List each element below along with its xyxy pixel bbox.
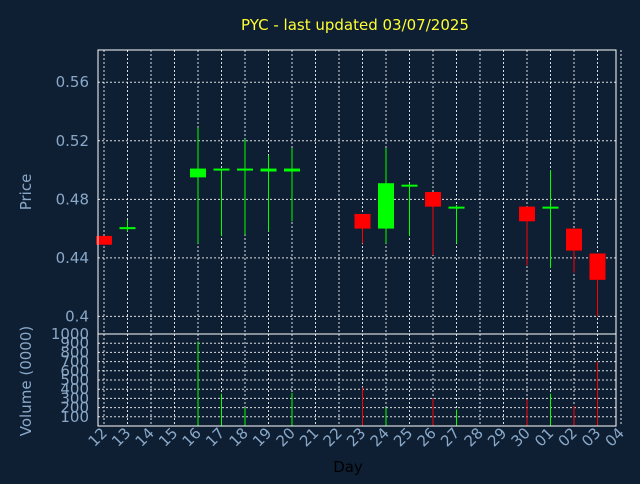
volume-tick-label: 800	[60, 343, 89, 361]
candle-body	[519, 206, 535, 222]
volume-tick-label: 200	[60, 399, 89, 417]
candle-body	[284, 168, 300, 172]
price-tick-label: 0.56	[56, 73, 89, 91]
candle-body	[260, 168, 277, 172]
volume-tick-label: 100	[60, 408, 89, 426]
volume-tick-label: 400	[60, 380, 89, 398]
candle-body	[425, 192, 441, 207]
price-axis-label: Price	[17, 174, 35, 211]
volume-tick-label: 600	[60, 362, 89, 380]
candle-body	[378, 183, 394, 229]
volume-tick-label: 1000	[51, 325, 89, 343]
candle-body	[190, 168, 206, 178]
candle-body	[448, 206, 465, 209]
volume-axis-label: Volume (0000)	[17, 326, 35, 436]
volume-tick-label: 700	[60, 353, 89, 371]
candle-body	[589, 253, 606, 280]
x-axis-label: Day	[333, 458, 363, 476]
price-tick-label: 0.4	[65, 307, 89, 325]
candle-body	[354, 213, 371, 229]
volume-frame	[97, 333, 617, 427]
volume-tick-label: 900	[60, 334, 89, 352]
price-tick-label: 0.52	[56, 132, 89, 150]
volume-tick-label: 300	[60, 389, 89, 407]
candle-body	[237, 168, 253, 171]
price-tick-label: 0.44	[56, 249, 89, 267]
price-panel: 0.4 0.44 0.48 0.52 0.56	[56, 49, 622, 335]
candle-body	[213, 168, 230, 171]
candle-body	[566, 228, 582, 251]
candle-body	[119, 227, 136, 230]
chart-title: PYC - last updated 03/07/2025	[241, 16, 469, 34]
candle-body	[401, 184, 418, 187]
volume-tick-label: 500	[60, 371, 89, 389]
candle-body	[542, 206, 559, 209]
candle-body	[96, 235, 112, 245]
price-tick-label: 0.48	[56, 190, 89, 208]
